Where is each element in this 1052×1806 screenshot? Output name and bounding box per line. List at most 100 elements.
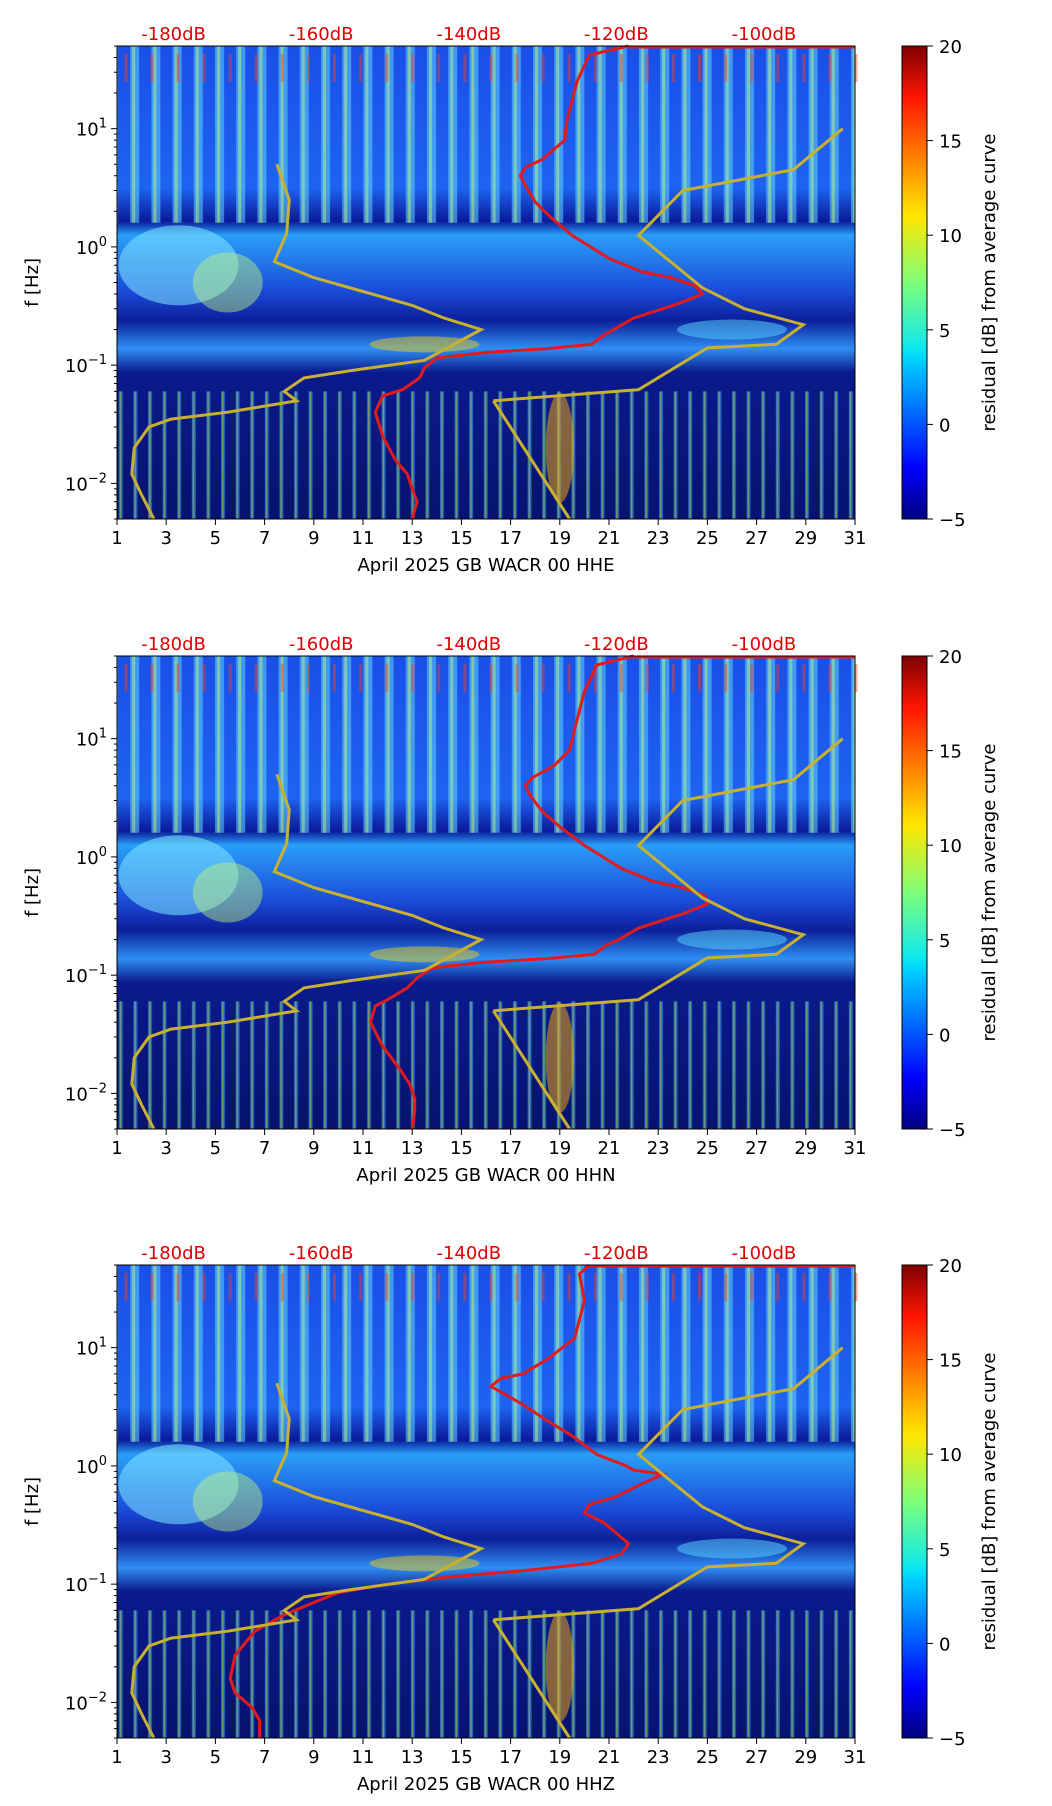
speckle [698, 664, 702, 692]
speckle [359, 1273, 363, 1301]
speckle [332, 54, 336, 82]
x-tick-label: 21 [598, 1138, 621, 1159]
x-tick-label: 5 [210, 1138, 221, 1159]
top-db-label: -140dB [436, 24, 501, 45]
speckle [359, 54, 363, 82]
speckle [437, 664, 441, 692]
speckle [150, 1273, 154, 1301]
speckle [385, 1273, 389, 1301]
speckle [254, 1273, 258, 1301]
speckle [567, 1273, 571, 1301]
top-db-label: -160dB [289, 1243, 354, 1264]
top-db-label: -120dB [584, 24, 649, 45]
x-tick-label: 5 [210, 528, 221, 549]
x-tick-label: 23 [647, 1138, 670, 1159]
colorbar-tick-label: 15 [939, 742, 962, 763]
x-tick-label: 15 [450, 528, 473, 549]
daily-stripes-high [117, 46, 855, 223]
speckle [306, 54, 310, 82]
x-tick-label: 19 [548, 1747, 571, 1768]
speckle [802, 664, 806, 692]
speckle [411, 664, 415, 692]
microseism-blob [192, 862, 263, 923]
speckle [176, 1273, 180, 1301]
speckle [254, 664, 258, 692]
y-tick-exponent: −1 [88, 963, 107, 978]
x-tick-label: 1 [111, 528, 122, 549]
colorbar [901, 655, 928, 1130]
top-db-label: -120dB [584, 634, 649, 655]
y-tick-label: 101 [76, 117, 107, 141]
y-tick-base: 10 [76, 1457, 99, 1478]
colorbar-tick-label: 0 [939, 1025, 950, 1046]
x-axis-label: April 2025 GB WACR 00 HHN [356, 1165, 615, 1186]
y-axis-label: f [Hz] [22, 258, 43, 307]
speckle [750, 54, 754, 82]
colorbar-tick-label: −5 [939, 1120, 966, 1141]
x-tick-label: 17 [499, 1138, 522, 1159]
microseism-blob [677, 319, 787, 340]
event-blob [545, 392, 574, 503]
x-tick-label: 3 [160, 528, 171, 549]
speckle [828, 1273, 832, 1301]
speckle [593, 664, 597, 692]
speckle [541, 664, 545, 692]
y-tick-exponent: 0 [99, 1454, 107, 1469]
speckle [202, 1273, 206, 1301]
top-db-label: -160dB [289, 634, 354, 655]
daily-stripes-low [117, 1001, 855, 1129]
y-tick-base: 10 [76, 730, 99, 751]
colorbar-tick-label: 10 [939, 1445, 962, 1466]
y-axis-label: f [Hz] [22, 868, 43, 917]
speckle [541, 1273, 545, 1301]
speckle [593, 54, 597, 82]
y-tick-exponent: 0 [99, 845, 107, 860]
daily-stripes-low [117, 391, 855, 519]
speckle [750, 1273, 754, 1301]
speckle [671, 1273, 675, 1301]
speckle [593, 1273, 597, 1301]
yellow-reference-curve-left [130, 1382, 485, 1739]
speckle [645, 664, 649, 692]
speckle [124, 664, 128, 692]
colorbar-tick-label: 5 [939, 1540, 950, 1561]
speckle [489, 1273, 493, 1301]
colorbar-tick-label: 20 [939, 1256, 962, 1277]
x-tick-label: 15 [450, 1138, 473, 1159]
speckle [228, 54, 232, 82]
y-tick-label: 10−1 [65, 963, 107, 987]
y-axis-label: f [Hz] [22, 1477, 43, 1526]
speckle [150, 54, 154, 82]
speckle [645, 1273, 649, 1301]
colorbar-tick-label: 0 [939, 1634, 950, 1655]
speckle [385, 54, 389, 82]
microseism-blob [369, 946, 480, 963]
speckle [698, 54, 702, 82]
x-tick-label: 25 [696, 1138, 719, 1159]
speckle [332, 1273, 336, 1301]
speckle [645, 54, 649, 82]
y-tick-base: 10 [76, 120, 99, 141]
microseism-blob [118, 835, 239, 916]
microseism-blob [192, 1471, 263, 1532]
speckle [776, 664, 780, 692]
speckle [437, 54, 441, 82]
x-tick-label: 31 [844, 1747, 867, 1768]
x-tick-label: 27 [745, 528, 768, 549]
colorbar-tick-label: −5 [939, 1729, 966, 1750]
y-tick-label: 10−2 [65, 1081, 107, 1105]
speckle [306, 1273, 310, 1301]
microseism-blob [369, 336, 480, 353]
y-tick-label: 101 [76, 727, 107, 751]
yellow-reference-tail [492, 1618, 571, 1739]
top-db-label: -100dB [732, 634, 797, 655]
x-tick-label: 9 [308, 528, 319, 549]
speckle [228, 664, 232, 692]
speckle [463, 664, 467, 692]
x-tick-label: 11 [352, 1747, 375, 1768]
spectrogram-heatmap [117, 46, 858, 519]
y-tick-base: 10 [65, 1084, 88, 1105]
